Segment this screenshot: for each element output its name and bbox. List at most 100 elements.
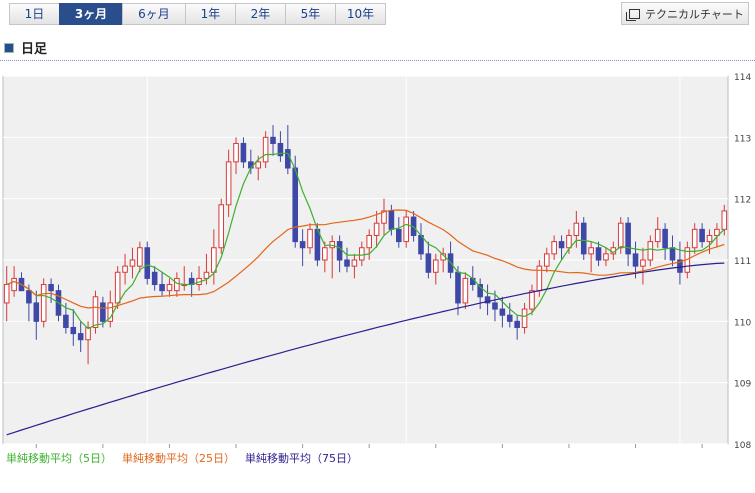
candle-down xyxy=(48,284,54,292)
candle-up xyxy=(203,271,210,279)
candle-up xyxy=(129,259,136,267)
y-tick-label: 114 xyxy=(734,73,751,83)
candle-up xyxy=(373,222,380,236)
candle-up xyxy=(573,222,580,236)
tab-5y[interactable]: 5年 xyxy=(285,3,336,25)
candle-up xyxy=(462,277,469,304)
candle-down xyxy=(299,241,306,249)
candle-up xyxy=(92,296,99,328)
candle-down xyxy=(662,228,668,249)
legend-ma25: 単純移動平均（25日） xyxy=(122,452,235,465)
tab-1d[interactable]: 1日 xyxy=(9,3,60,25)
candle-down xyxy=(292,167,299,243)
candle-up xyxy=(366,234,372,249)
candle-down xyxy=(100,302,106,322)
candle-up xyxy=(551,241,557,255)
period-tabs: 1日 3ヶ月 6ヶ月 1年 2年 5年 10年 xyxy=(9,3,386,25)
candle-down xyxy=(484,296,491,304)
candle-down xyxy=(699,228,705,243)
plot-area xyxy=(2,75,729,445)
candle-down xyxy=(580,222,587,255)
candle-up xyxy=(166,284,173,292)
legend-ma5: 単純移動平均（5日） xyxy=(6,452,112,465)
candle-up xyxy=(107,302,114,322)
candle-down xyxy=(425,253,432,273)
legend-ma75: 単純移動平均（75日） xyxy=(245,452,358,465)
candle-down xyxy=(70,326,77,335)
tab-2y[interactable]: 2年 xyxy=(235,3,286,25)
candle-down xyxy=(388,210,395,230)
tab-3m[interactable]: 3ヶ月 xyxy=(59,3,123,25)
divider xyxy=(0,60,755,61)
candle-up xyxy=(714,228,720,236)
candle-down xyxy=(499,308,506,316)
candle-up xyxy=(359,247,365,261)
candle-down xyxy=(632,253,639,267)
y-tick-label: 113 xyxy=(734,134,751,144)
candle-up xyxy=(174,277,180,292)
candle-down xyxy=(344,259,350,267)
ma75-line xyxy=(6,262,725,436)
candle-down xyxy=(477,284,483,298)
candle-up xyxy=(137,247,143,267)
candle-up xyxy=(654,228,661,243)
candles xyxy=(3,125,728,365)
candle-down xyxy=(625,222,631,255)
y-tick-label: 110 xyxy=(734,318,751,328)
candle-up xyxy=(691,228,698,249)
candle-up xyxy=(521,308,528,328)
candle-up xyxy=(543,253,550,267)
candle-up xyxy=(381,210,387,224)
candle-down xyxy=(26,290,32,304)
candle-down xyxy=(77,333,84,341)
candle-down xyxy=(270,136,276,144)
candle-down xyxy=(595,247,602,261)
candle-up xyxy=(432,259,439,273)
candle-up xyxy=(647,241,654,261)
y-tick-label: 109 xyxy=(734,380,751,390)
candle-up xyxy=(307,228,313,249)
moving-averages xyxy=(6,152,725,436)
candle-up xyxy=(603,253,609,261)
candle-down xyxy=(144,247,151,279)
y-tick-label: 108 xyxy=(734,441,751,448)
candle-down xyxy=(506,314,513,322)
candle-down xyxy=(492,302,498,310)
section-header: 日足 xyxy=(4,38,47,57)
ma25-line xyxy=(6,209,725,309)
candle-down xyxy=(277,142,284,157)
candle-up xyxy=(403,216,409,243)
candle-up xyxy=(329,241,336,249)
candle-up xyxy=(218,204,225,249)
candle-up xyxy=(322,247,328,261)
candle-up xyxy=(225,161,232,206)
candle-down xyxy=(395,228,402,243)
section-title: 日足 xyxy=(21,42,48,57)
y-tick-label: 111 xyxy=(734,257,751,267)
candle-down xyxy=(159,284,165,292)
candle-up xyxy=(255,161,262,169)
candle-up xyxy=(706,234,713,243)
candle-up xyxy=(617,222,624,249)
axes: 1081091101111121131142018/72018/82018/9 xyxy=(35,73,751,448)
candle-down xyxy=(455,271,461,304)
tab-10y[interactable]: 10年 xyxy=(335,3,386,25)
candle-down xyxy=(285,149,291,169)
candle-up xyxy=(3,284,10,304)
candle-up xyxy=(233,142,239,163)
candle-up xyxy=(122,265,128,273)
candle-down xyxy=(669,247,676,261)
technical-chart-button[interactable]: テクニカルチャート xyxy=(621,2,749,25)
candle-up xyxy=(262,136,269,163)
legend: 単純移動平均（5日） 単純移動平均（25日） 単純移動平均（75日） xyxy=(6,450,358,466)
tab-1y[interactable]: 1年 xyxy=(185,3,236,25)
candle-down xyxy=(514,320,520,328)
square-icon xyxy=(4,42,14,53)
candlestick-chart: 1081091101111121131142018/72018/82018/9 xyxy=(2,73,751,448)
candle-down xyxy=(677,259,683,273)
candle-up xyxy=(566,234,572,249)
candle-up xyxy=(114,271,121,304)
tab-6m[interactable]: 6ヶ月 xyxy=(122,3,186,25)
y-tick-label: 112 xyxy=(734,196,751,206)
candle-up xyxy=(529,290,535,310)
